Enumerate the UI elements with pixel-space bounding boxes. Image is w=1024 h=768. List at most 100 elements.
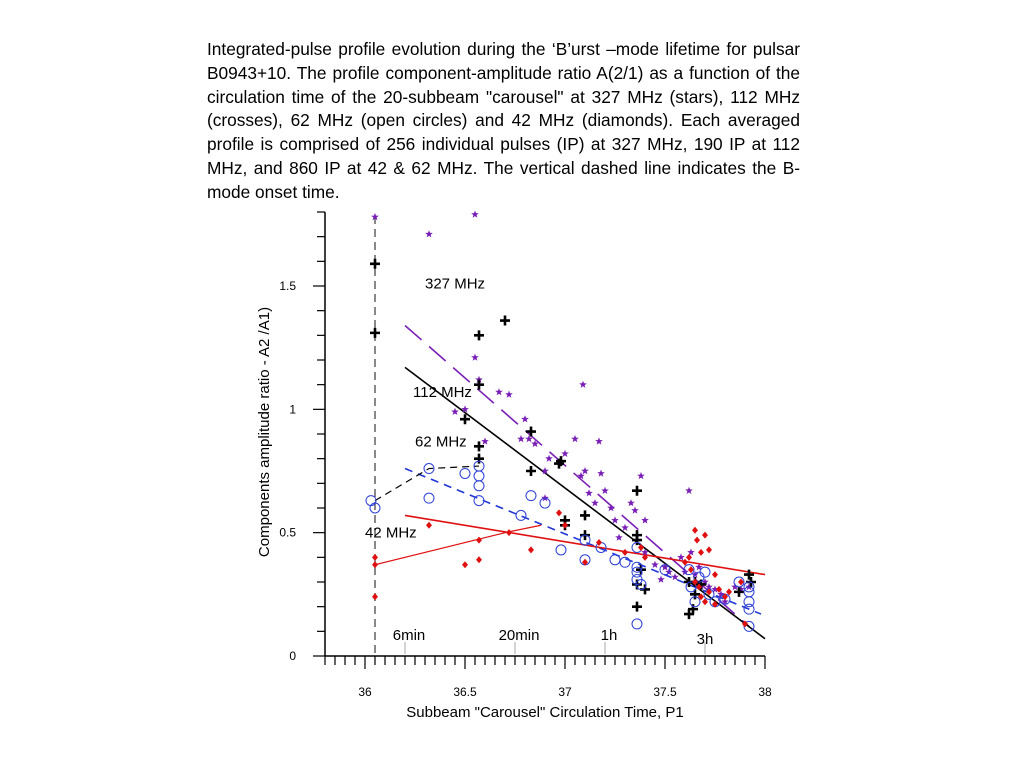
figure-caption: Integrated-pulse profile evolution durin… <box>207 39 800 202</box>
star-marker <box>687 548 695 556</box>
diamond-marker <box>372 553 378 561</box>
x-tick-label: 36 <box>358 685 372 699</box>
circle-marker <box>689 596 701 608</box>
star-marker <box>517 434 525 443</box>
circle-marker <box>459 467 471 479</box>
star-marker <box>671 573 679 581</box>
x-tick-label: 36.5 <box>453 685 477 699</box>
diamond-marker <box>682 558 688 566</box>
circle-marker <box>631 561 643 573</box>
star-marker <box>597 469 605 477</box>
star-marker <box>651 560 659 568</box>
y-tick-label: 1.5 <box>279 279 296 293</box>
circle-marker <box>609 554 621 566</box>
star-marker <box>495 388 503 396</box>
circle-marker <box>423 463 435 475</box>
diamond-marker <box>738 578 744 586</box>
diamond-marker <box>716 585 722 593</box>
cross-marker <box>526 426 536 437</box>
star-marker <box>695 563 703 571</box>
star-marker <box>471 210 479 218</box>
circle-marker <box>473 480 485 492</box>
star-marker <box>571 434 579 443</box>
diamond-marker <box>582 558 588 566</box>
star-marker <box>641 548 649 556</box>
diamond-marker <box>694 536 700 544</box>
star-marker <box>579 380 587 388</box>
x-tick-label: 38 <box>758 685 772 699</box>
connector-line <box>374 465 480 502</box>
cross-marker <box>684 609 694 620</box>
star-marker <box>705 582 713 591</box>
diamond-marker <box>722 593 728 601</box>
cross-marker <box>500 315 510 326</box>
star-marker <box>721 597 729 605</box>
diamond-marker <box>702 531 708 539</box>
star-marker <box>461 405 469 413</box>
cross-marker <box>734 586 744 597</box>
star-marker <box>607 504 615 512</box>
diamond-marker <box>642 553 648 561</box>
diamond-marker <box>692 578 698 586</box>
time-mark-label: 1h <box>601 627 618 644</box>
star-marker <box>665 568 673 576</box>
circle-marker <box>619 556 631 568</box>
time-mark-label: 20min <box>499 627 540 644</box>
diamond-marker <box>712 571 718 579</box>
cross-marker <box>690 589 700 600</box>
star-marker <box>641 516 649 524</box>
diamond-marker <box>462 561 468 569</box>
y-tick-label: 1 <box>289 402 296 416</box>
cross-marker <box>632 601 642 612</box>
cross-marker <box>474 441 484 452</box>
diamond-marker <box>426 521 432 529</box>
star-marker <box>471 353 479 361</box>
diamond-marker <box>372 561 378 569</box>
y-tick-label: 0 <box>289 649 296 663</box>
plot-area: 0 0.5 1 1.5 36 36.5 37 37.5 38 Subbeam "Carousel"… <box>256 210 772 721</box>
circle-marker <box>473 495 485 507</box>
diamond-marker <box>686 553 692 561</box>
cross-marker <box>474 453 484 464</box>
circle-marker <box>631 566 643 578</box>
frequency-label: 42 MHz <box>365 525 417 542</box>
diamond-marker <box>596 539 602 547</box>
star-marker <box>681 568 689 576</box>
cross-marker <box>474 379 484 390</box>
circle-marker <box>525 490 537 502</box>
circle-marker <box>579 534 591 546</box>
time-mark-label: 6min <box>393 627 426 644</box>
star-marker <box>425 230 433 238</box>
star-marker <box>545 454 553 462</box>
diamond-marker <box>742 620 748 628</box>
star-marker <box>631 506 639 514</box>
circle-marker <box>515 509 527 521</box>
diamond-marker <box>706 588 712 596</box>
diamond-marker <box>476 556 482 564</box>
diamond-marker <box>528 546 534 554</box>
circle-marker <box>743 603 755 615</box>
diamond-marker <box>476 536 482 544</box>
diamond-marker <box>556 509 562 517</box>
star-marker <box>717 590 725 598</box>
star-marker <box>525 434 533 443</box>
diamond-marker <box>692 526 698 534</box>
connector-line <box>374 524 542 566</box>
cross-marker <box>460 414 470 425</box>
diamond-marker <box>506 529 512 537</box>
cross-marker <box>474 330 484 341</box>
diamond-marker <box>372 593 378 601</box>
star-marker <box>685 486 693 494</box>
fit-line <box>404 366 766 640</box>
cross-marker <box>632 485 642 496</box>
circle-marker <box>699 566 711 578</box>
star-marker <box>595 437 603 445</box>
star-marker <box>531 439 539 448</box>
star-marker <box>505 390 513 398</box>
circle-marker <box>539 497 551 509</box>
star-marker <box>627 499 635 507</box>
x-tick-label: 37 <box>558 685 572 699</box>
star-marker <box>475 375 483 383</box>
frequency-label: 62 MHz <box>415 433 467 450</box>
cross-marker <box>554 458 564 469</box>
